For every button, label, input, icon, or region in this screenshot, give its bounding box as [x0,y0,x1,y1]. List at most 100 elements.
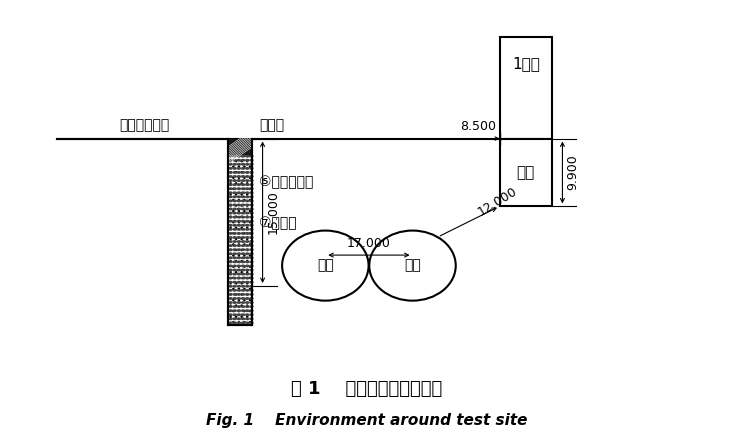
Circle shape [237,224,241,226]
Circle shape [241,306,244,308]
Circle shape [246,306,249,308]
Circle shape [250,273,253,275]
Circle shape [237,168,241,169]
Circle shape [241,245,244,246]
Circle shape [233,155,236,157]
Circle shape [250,200,253,202]
Circle shape [229,302,232,303]
Circle shape [229,172,232,173]
Circle shape [250,213,253,214]
Circle shape [241,273,244,275]
Circle shape [237,253,241,254]
Circle shape [233,249,236,250]
Circle shape [250,306,253,308]
Circle shape [246,196,249,198]
Circle shape [237,290,241,291]
Circle shape [233,265,236,267]
Circle shape [241,164,244,165]
Circle shape [229,265,232,267]
Circle shape [250,184,253,185]
Circle shape [233,216,236,218]
Circle shape [229,253,232,254]
Circle shape [237,249,241,250]
Text: 8.500: 8.500 [460,121,496,133]
Circle shape [241,322,244,323]
Circle shape [237,269,241,271]
Circle shape [241,213,244,214]
Circle shape [246,293,249,295]
Circle shape [229,310,232,312]
Circle shape [233,184,236,185]
Circle shape [229,322,232,323]
Text: Fig. 1    Environment around test site: Fig. 1 Environment around test site [206,413,528,428]
Circle shape [237,286,241,287]
Circle shape [246,241,249,242]
Circle shape [229,277,232,279]
Circle shape [250,159,253,161]
Circle shape [241,220,244,222]
Circle shape [246,213,249,214]
Circle shape [241,168,244,169]
Circle shape [233,261,236,263]
Circle shape [237,196,241,198]
Circle shape [241,286,244,287]
Circle shape [241,188,244,190]
Circle shape [237,265,241,267]
Circle shape [237,277,241,279]
Circle shape [250,229,253,230]
Circle shape [229,224,232,226]
Circle shape [250,168,253,169]
Circle shape [250,249,253,250]
Circle shape [250,322,253,323]
Circle shape [241,196,244,198]
Circle shape [229,184,232,185]
Circle shape [250,176,253,177]
Circle shape [250,298,253,299]
Circle shape [229,213,232,214]
Circle shape [246,318,249,319]
Circle shape [237,302,241,303]
Circle shape [246,261,249,263]
Circle shape [241,192,244,194]
Circle shape [233,208,236,210]
Circle shape [250,164,253,165]
Circle shape [233,176,236,177]
Circle shape [246,298,249,299]
Circle shape [233,164,236,165]
Circle shape [246,220,249,222]
Circle shape [241,282,244,283]
Circle shape [237,192,241,194]
Circle shape [246,314,249,315]
Circle shape [237,322,241,323]
Circle shape [233,257,236,259]
Bar [228,139,252,325]
Circle shape [241,293,244,295]
Text: 12.000: 12.000 [476,184,520,218]
Circle shape [233,180,236,181]
Circle shape [229,298,232,299]
Circle shape [250,192,253,194]
Circle shape [246,245,249,246]
Circle shape [250,310,253,312]
Circle shape [246,282,249,283]
Text: 9.900: 9.900 [567,154,580,191]
Circle shape [237,184,241,185]
Circle shape [241,176,244,177]
Text: 图 1    测试地点及周边环境: 图 1 测试地点及周边环境 [291,381,443,398]
Bar [500,37,552,139]
Circle shape [241,241,244,242]
Circle shape [246,200,249,202]
Circle shape [246,310,249,312]
Circle shape [237,164,241,165]
Circle shape [233,282,236,283]
Circle shape [241,216,244,218]
Circle shape [233,269,236,271]
Circle shape [233,192,236,194]
Circle shape [233,290,236,291]
Circle shape [229,200,232,202]
Circle shape [233,204,236,206]
Bar [500,139,552,206]
Circle shape [250,220,253,222]
Circle shape [233,245,236,246]
Circle shape [241,302,244,303]
